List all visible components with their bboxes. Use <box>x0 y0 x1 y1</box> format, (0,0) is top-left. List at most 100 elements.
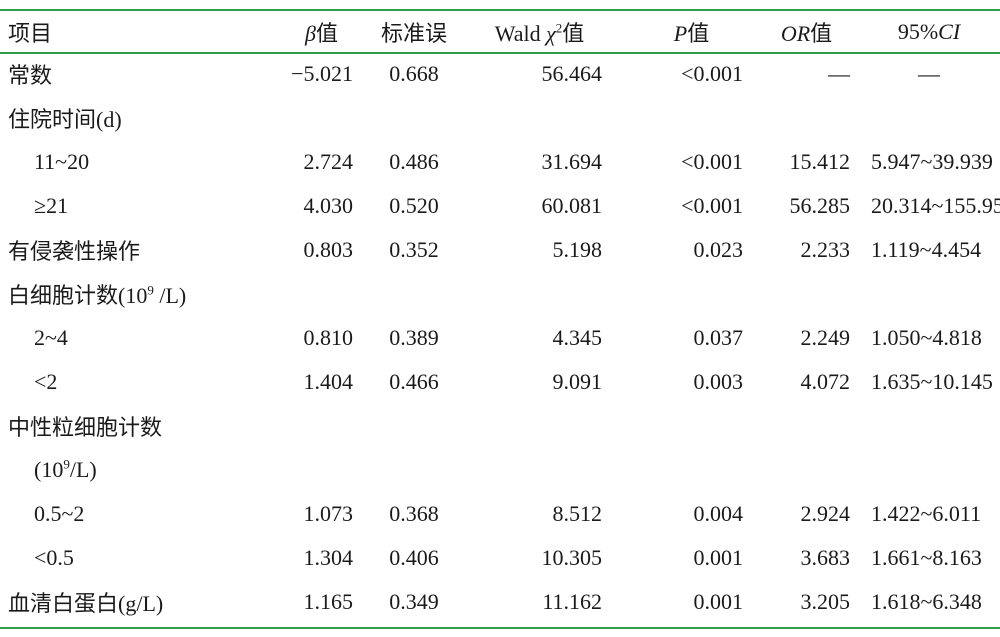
ci-cell: 5.947~39.939 <box>871 149 993 174</box>
header-or-value: OR值 <box>749 11 858 52</box>
beta-cell: 0.810 <box>303 325 354 350</box>
or-cell: 3.683 <box>800 545 851 570</box>
wald-cell <box>459 404 612 448</box>
table-row: 白细胞计数(109 /L) <box>0 272 1000 316</box>
beta-cell: 4.030 <box>303 193 354 218</box>
header-text-part: 值 <box>315 20 338 46</box>
or-cell <box>749 448 858 492</box>
p-value-cell: 0.023 <box>693 237 744 262</box>
wald-cell: 31.694 <box>541 149 603 174</box>
beta-cell: 2.724 <box>303 149 354 174</box>
row-label-text: /L) <box>153 283 187 308</box>
p-value-cell: <0.001 <box>681 149 743 174</box>
header-std-error: 标准误 <box>369 11 459 52</box>
row-label: (109/L) <box>0 448 256 492</box>
table-row: <0.5 1.304 0.406 10.305 0.001 3.683 1.661~8.16… <box>0 536 1000 580</box>
top-rule <box>0 9 1000 11</box>
p-value-cell: <0.001 <box>681 193 743 218</box>
header-text-part: χ <box>546 20 556 46</box>
table-row: ≥21 4.030 0.520 60.081 <0.001 56.285 20.314~15… <box>0 184 1000 228</box>
std-error-cell: 0.368 <box>389 501 439 526</box>
header-text-part: P <box>673 20 688 46</box>
table-row: 住院时间(d) <box>0 96 1000 140</box>
row-label: 血清白蛋白(g/L) <box>8 591 164 616</box>
std-error-cell: 0.466 <box>389 369 439 394</box>
ci-cell: 1.119~4.454 <box>871 237 982 262</box>
p-value-cell <box>612 404 749 448</box>
wald-cell: 10.305 <box>541 545 603 570</box>
table-row: 11~20 2.724 0.486 31.694 <0.001 15.412 5.947~3… <box>0 140 1000 184</box>
table-row: 血清白蛋白(g/L) 1.165 0.349 11.162 0.001 3.205 1.61… <box>0 580 1000 624</box>
row-label: 11~20 <box>34 149 90 174</box>
std-error-cell: 0.352 <box>389 237 439 262</box>
p-value-cell <box>612 272 749 316</box>
row-label: 中性粒细胞计数 <box>8 415 163 440</box>
or-cell: 2.249 <box>800 325 851 350</box>
header-text-part: 2 <box>555 20 563 36</box>
row-label-superscript: 9 <box>147 282 154 298</box>
ci-cell <box>858 96 1000 140</box>
wald-cell <box>459 272 612 316</box>
row-label: <2 <box>34 369 58 394</box>
p-value-cell: 0.001 <box>693 545 744 570</box>
or-cell: — <box>828 61 850 86</box>
std-error-cell <box>369 272 459 316</box>
beta-cell <box>256 96 369 140</box>
std-error-cell <box>369 96 459 140</box>
table-row: 2~4 0.810 0.389 4.345 0.037 2.249 1.050~4.818 <box>0 316 1000 360</box>
wald-cell: 4.345 <box>552 325 603 350</box>
table-row: (109/L) <box>0 448 1000 492</box>
header-text-part: β <box>305 20 316 46</box>
p-value-cell <box>612 448 749 492</box>
wald-cell <box>459 96 612 140</box>
row-label: 住院时间(d) <box>8 107 122 132</box>
row-label: 0.5~2 <box>34 501 85 526</box>
wald-cell <box>459 448 612 492</box>
wald-cell: 9.091 <box>552 369 603 394</box>
std-error-cell: 0.406 <box>389 545 439 570</box>
beta-cell: 0.803 <box>303 237 354 262</box>
row-label: 2~4 <box>34 325 68 350</box>
header-wald-chi2: Wald χ2值 <box>459 11 612 52</box>
header-text-part: 值 <box>687 20 710 46</box>
std-error-cell: 0.349 <box>389 589 439 614</box>
beta-cell <box>256 404 369 448</box>
row-label-text: /L) <box>69 457 97 482</box>
header-text-part: 95% <box>897 18 939 44</box>
wald-cell: 60.081 <box>541 193 603 218</box>
wald-cell: 5.198 <box>552 237 603 262</box>
or-cell <box>749 96 858 140</box>
table-row: 中性粒细胞计数 <box>0 404 1000 448</box>
header-95ci: 95%CI <box>858 11 1000 52</box>
ci-cell: 1.618~6.348 <box>871 589 982 614</box>
beta-cell <box>256 272 369 316</box>
header-item: 项目 <box>0 11 256 52</box>
header-text-part: 标准误 <box>380 20 447 46</box>
or-cell: 15.412 <box>789 149 851 174</box>
std-error-cell: 0.520 <box>389 193 439 218</box>
beta-cell: 1.073 <box>303 501 354 526</box>
row-label-text: (10 <box>34 457 64 482</box>
or-cell: 56.285 <box>789 193 851 218</box>
header-beta: β值 <box>256 11 369 52</box>
row-label-text: 白细胞计数(10 <box>8 283 148 308</box>
or-cell: 2.233 <box>800 237 851 262</box>
header-row: 项目 β值 标准误 Wald χ2值 P值 OR值 95%CI <box>0 11 1000 52</box>
or-cell: 3.205 <box>800 589 851 614</box>
table-row: <2 1.404 0.466 9.091 0.003 4.072 1.635~10.145 <box>0 360 1000 404</box>
std-error-cell: 0.668 <box>389 61 439 86</box>
beta-cell <box>256 448 369 492</box>
ci-cell: 1.050~4.818 <box>871 325 982 350</box>
ci-cell: 1.422~6.011 <box>871 501 982 526</box>
beta-cell: −5.021 <box>291 61 353 86</box>
std-error-cell: 0.486 <box>389 149 439 174</box>
ci-cell: 1.635~10.145 <box>871 369 993 394</box>
header-rule <box>0 52 1000 54</box>
std-error-cell <box>369 448 459 492</box>
or-cell: 2.924 <box>800 501 851 526</box>
ci-cell: 1.661~8.163 <box>871 545 982 570</box>
wald-cell: 56.464 <box>541 61 603 86</box>
header-text-part: Wald <box>494 20 547 46</box>
table-row: 0.5~2 1.073 0.368 8.512 0.004 2.924 1.422~6.01… <box>0 492 1000 536</box>
